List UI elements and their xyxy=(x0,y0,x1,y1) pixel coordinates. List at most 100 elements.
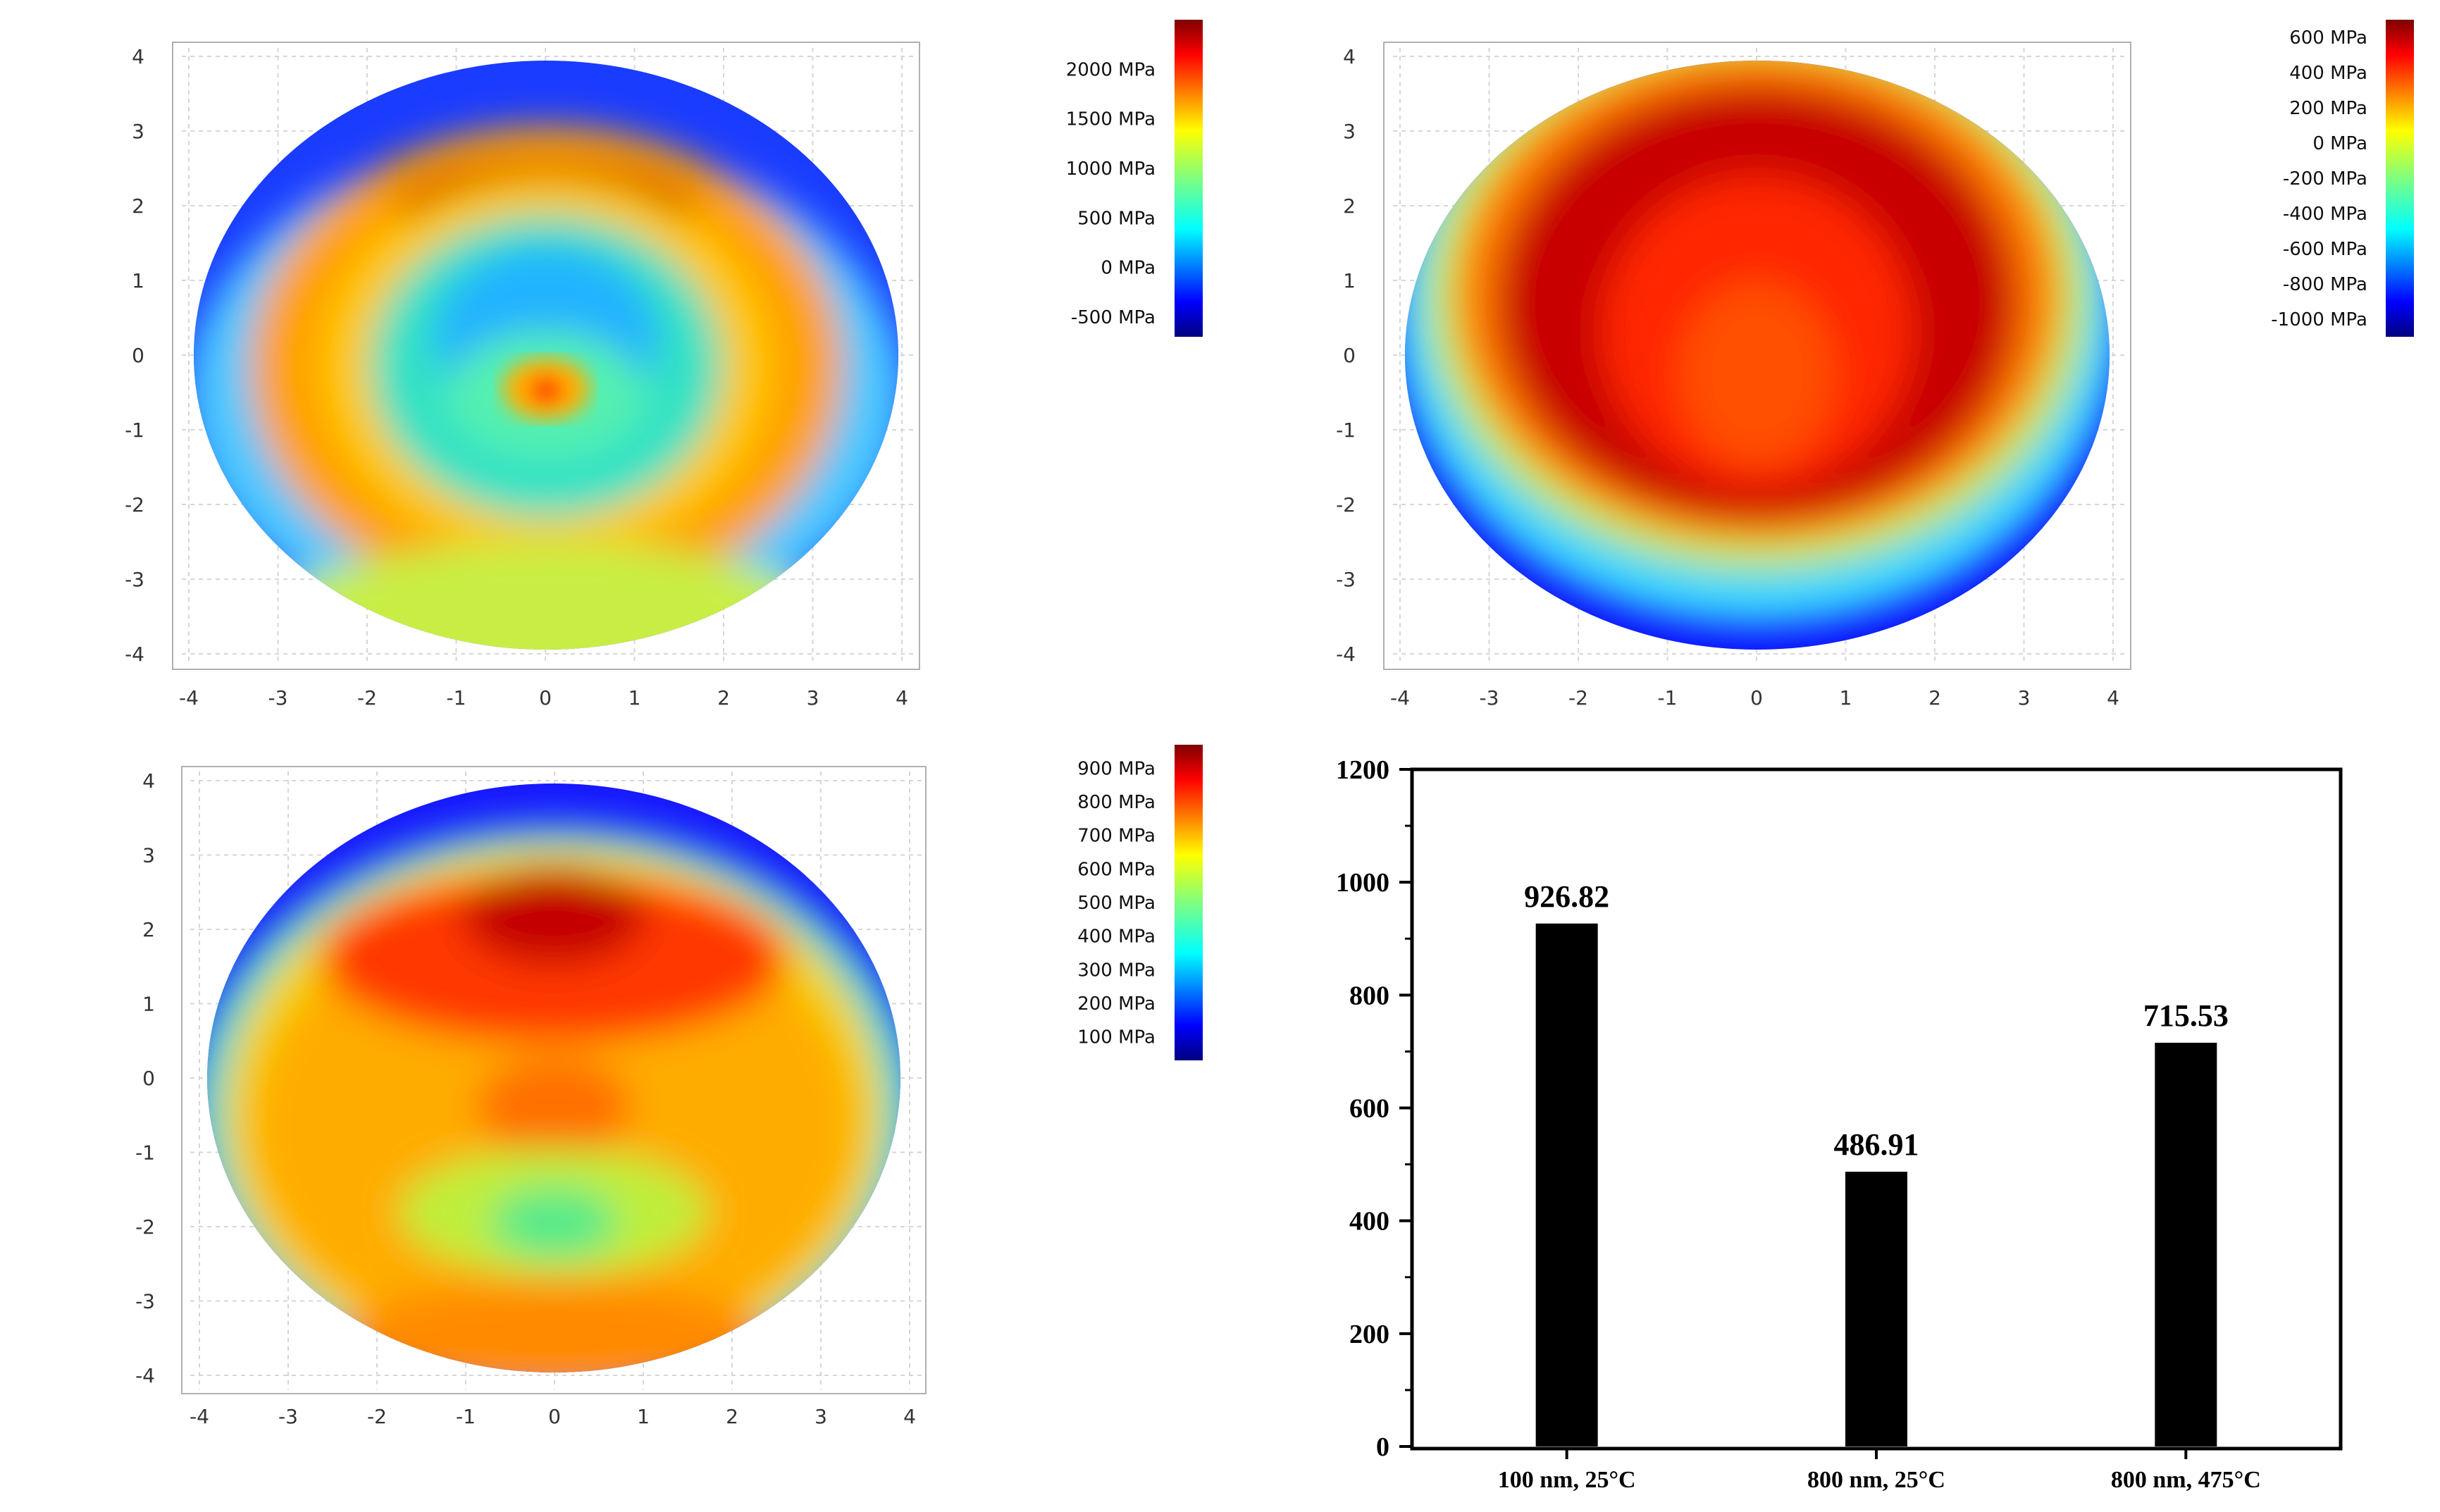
panel-b-heatmap xyxy=(1405,61,2110,650)
x-tick-label: 1 xyxy=(628,686,641,709)
colorbar-tick-label: 2000 MPa xyxy=(1066,59,1156,80)
x-tick-label: -3 xyxy=(268,686,288,709)
colorbar-tick-label: 0 MPa xyxy=(2312,133,2367,154)
y-tick-label: 0 xyxy=(142,1067,155,1090)
x-tick-label: 100 nm, 25°C xyxy=(1498,1467,1636,1493)
x-tick-label: -1 xyxy=(447,686,466,709)
x-tick-label: -4 xyxy=(1390,686,1410,709)
x-tick-label: -2 xyxy=(367,1405,387,1428)
x-tick-label: 2 xyxy=(726,1405,738,1428)
y-tick-label: 2 xyxy=(132,194,144,218)
y-tick-label: 600 xyxy=(1349,1094,1389,1124)
y-tick-label: -1 xyxy=(135,1141,155,1165)
x-tick-label: 800 nm, 475°C xyxy=(2111,1467,2261,1493)
panel-b: -4 -3 -2 -1 0 1 2 3 4 4 3 2 1 0 -1 -2 -3 -4 600 MPa 400 MP… xyxy=(1336,20,2414,709)
y-tick-label: 200 xyxy=(1349,1320,1389,1349)
y-tick-label: 800 xyxy=(1349,981,1389,1010)
x-tick-label: 1 xyxy=(637,1405,650,1428)
bar-value-label: 486.91 xyxy=(1834,1127,1919,1162)
panel-c-heatmap xyxy=(207,783,900,1372)
colorbar-tick-label: 300 MPa xyxy=(1077,960,1156,981)
y-tick-label: -4 xyxy=(125,643,144,666)
colorbar-tick-label: 1000 MPa xyxy=(1066,159,1156,180)
y-tick-label: -4 xyxy=(1336,643,1356,666)
x-tick-label: -4 xyxy=(179,686,199,709)
x-tick-label: -4 xyxy=(190,1405,209,1428)
colorbar-tick-label: -200 MPa xyxy=(2283,168,2367,190)
y-tick-label: -1 xyxy=(1336,419,1356,442)
panel-a: -4 -3 -2 -1 0 1 2 3 4 4 3 2 1 0 -1 -2 -3 -4 2000 MPa 1500 … xyxy=(125,20,1203,709)
x-tick-label: -2 xyxy=(1568,686,1588,709)
y-tick-label: -2 xyxy=(135,1215,155,1239)
y-tick-label: 0 xyxy=(132,344,144,367)
x-tick-label: 3 xyxy=(2018,686,2031,709)
y-tick-label: 400 xyxy=(1349,1207,1389,1237)
x-tick-label: -2 xyxy=(357,686,377,709)
y-tick-label: -1 xyxy=(125,419,144,442)
colorbar-tick-label: 500 MPa xyxy=(1077,893,1156,914)
x-tick-label: 0 xyxy=(548,1405,561,1428)
panel-d: 0 200 400 600 800 1000 1200 926.82 100 nm, 25°C 4… xyxy=(1336,755,2343,1493)
bar xyxy=(1535,923,1598,1446)
panel-d-bars: 0 200 400 600 800 1000 1200 926.82 100 nm, 25°C 4… xyxy=(1336,755,2261,1493)
y-tick-label: -3 xyxy=(1336,568,1356,591)
bar-value-label: 926.82 xyxy=(1524,879,1609,914)
y-tick-label: 4 xyxy=(142,769,155,793)
x-tick-label: 0 xyxy=(1750,686,1763,709)
x-tick-label: 0 xyxy=(539,686,552,709)
x-tick-label: -3 xyxy=(1480,686,1499,709)
colorbar-tick-label: -1000 MPa xyxy=(2271,309,2367,330)
colorbar-tick-label: 800 MPa xyxy=(1077,792,1156,813)
y-tick-label: -3 xyxy=(135,1290,155,1313)
colorbar-tick-label: 100 MPa xyxy=(1077,1027,1156,1048)
panel-c-colorbar xyxy=(1175,745,1203,1060)
bar-value-label: 715.53 xyxy=(2143,998,2229,1033)
colorbar-tick-label: 500 MPa xyxy=(1077,208,1156,229)
y-tick-label: 1000 xyxy=(1336,868,1389,898)
y-tick-label: -2 xyxy=(1336,493,1356,516)
panel-b-ticks: -4 -3 -2 -1 0 1 2 3 4 4 3 2 1 0 -1 -2 -3 -4 xyxy=(1336,45,2119,709)
y-tick-label: 1200 xyxy=(1336,755,1389,785)
x-tick-label: -1 xyxy=(456,1405,476,1428)
panel-a-colorbar-labels: 2000 MPa 1500 MPa 1000 MPa 500 MPa 0 MPa -500… xyxy=(1066,59,1156,328)
panel-b-colorbar-labels: 600 MPa 400 MPa 200 MPa 0 MPa -200 MPa -400 M… xyxy=(2271,27,2367,330)
panel-a-ticks: -4 -3 -2 -1 0 1 2 3 4 4 3 2 1 0 -1 -2 -3 -4 xyxy=(125,45,908,709)
y-tick-label: 3 xyxy=(1343,120,1356,143)
bar xyxy=(1845,1172,1907,1446)
colorbar-tick-label: 400 MPa xyxy=(2289,63,2367,84)
y-tick-label: -2 xyxy=(125,493,144,516)
y-tick-label: 1 xyxy=(132,269,144,292)
x-tick-label: 4 xyxy=(903,1405,916,1428)
colorbar-tick-label: -400 MPa xyxy=(2283,204,2367,225)
y-tick-label: 0 xyxy=(1376,1432,1389,1462)
x-tick-label: 2 xyxy=(717,686,730,709)
y-tick-label: 3 xyxy=(132,120,144,143)
x-tick-label: 4 xyxy=(2107,686,2119,709)
colorbar-tick-label: -600 MPa xyxy=(2283,239,2367,260)
panel-c-colorbar-labels: 900 MPa 800 MPa 700 MPa 600 MPa 500 MPa 400 M… xyxy=(1077,758,1156,1048)
bar xyxy=(2155,1042,2217,1446)
x-tick-label: 3 xyxy=(807,686,819,709)
y-tick-label: 3 xyxy=(142,844,155,867)
colorbar-tick-label: 600 MPa xyxy=(2289,27,2367,49)
y-tick-label: 4 xyxy=(132,45,144,68)
x-tick-label: 3 xyxy=(815,1405,827,1428)
y-tick-label: 0 xyxy=(1343,344,1356,367)
y-tick-label: 1 xyxy=(142,993,155,1016)
colorbar-tick-label: -800 MPa xyxy=(2283,274,2367,295)
colorbar-tick-label: 600 MPa xyxy=(1077,859,1156,880)
panel-c: -4 -3 -2 -1 0 1 2 3 4 4 3 2 1 0 -1 -2 -3 -4 900 MPa 800 MP… xyxy=(135,745,1203,1428)
x-tick-label: -1 xyxy=(1658,686,1678,709)
colorbar-tick-label: 400 MPa xyxy=(1077,927,1156,948)
panel-a-colorbar xyxy=(1175,20,1203,337)
colorbar-tick-label: 1500 MPa xyxy=(1066,109,1156,130)
y-tick-label: 2 xyxy=(142,918,155,941)
y-tick-label: 2 xyxy=(1343,194,1356,218)
colorbar-tick-label: 700 MPa xyxy=(1077,826,1156,847)
y-tick-label: 1 xyxy=(1343,269,1356,292)
y-tick-label: 4 xyxy=(1343,45,1356,68)
panel-b-colorbar xyxy=(2386,20,2414,337)
y-tick-label: -3 xyxy=(125,568,144,591)
colorbar-tick-label: 0 MPa xyxy=(1101,258,1156,279)
